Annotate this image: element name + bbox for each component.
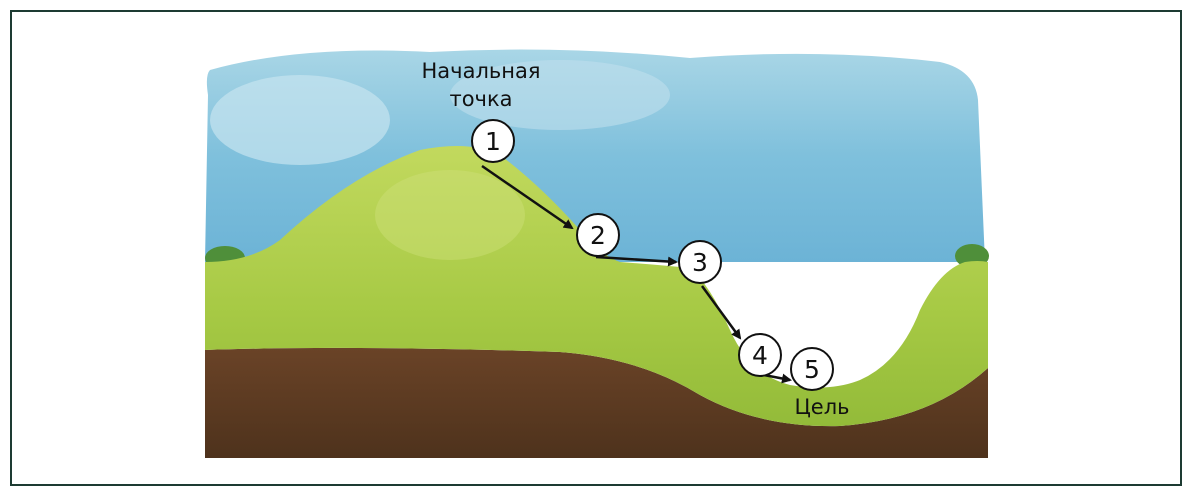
- step-number: 1: [485, 127, 501, 156]
- step-marker-5: 5: [790, 347, 834, 391]
- sky-cloud-light: [210, 75, 390, 165]
- arrow-2-to-3: [595, 255, 678, 267]
- arrow-3-to-4: [700, 285, 742, 340]
- grass-hill: [205, 146, 988, 427]
- sky-cloud-light: [450, 60, 670, 130]
- start-point-label-line2: точка: [449, 87, 512, 111]
- step-marker-4: 4: [738, 333, 782, 377]
- arrow-1-to-2: [481, 164, 574, 230]
- start-point-label-line1: Начальная: [422, 59, 541, 83]
- arrow-4-to-5: [763, 373, 792, 384]
- step-number: 3: [692, 248, 708, 277]
- step-number: 2: [590, 221, 606, 250]
- step-marker-2: 2: [576, 213, 620, 257]
- goal-label: Цель: [794, 395, 849, 419]
- grass-highlight: [375, 170, 525, 260]
- step-number: 5: [804, 355, 820, 384]
- soil-layer: [205, 347, 988, 458]
- step-marker-1: 1: [471, 119, 515, 163]
- step-number: 4: [752, 341, 768, 370]
- step-marker-3: 3: [678, 240, 722, 284]
